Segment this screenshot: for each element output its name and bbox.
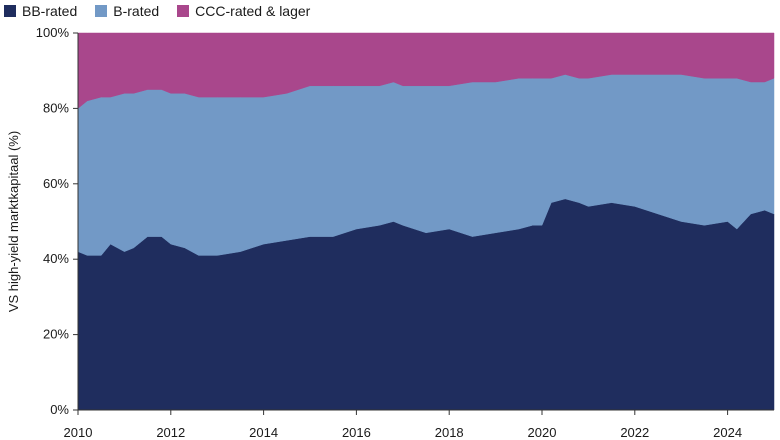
series-area [77,32,775,109]
y-tick-label: 80% [43,100,69,115]
x-tick-label: 2024 [713,425,742,440]
legend-label: B-rated [113,3,160,19]
legend-label: CCC-rated & lager [195,3,311,19]
x-tick-label: 2020 [528,425,557,440]
legend-swatch [4,5,16,17]
y-tick-label: 100% [36,25,70,40]
y-tick-label: 40% [43,251,69,266]
legend-item: BB-rated [4,3,77,19]
x-tick-label: 2010 [64,425,93,440]
legend-swatch [177,5,190,17]
x-tick-label: 2018 [435,425,464,440]
y-tick-label: 60% [43,176,69,191]
legend-label: BB-rated [22,3,78,19]
y-axis-title: VS high-yield marktkapitaal (%) [6,131,21,312]
x-tick-label: 2022 [620,425,649,440]
legend-swatch [95,5,108,17]
y-tick-label: 0% [50,402,69,417]
x-tick-label: 2014 [249,425,278,440]
legend-item: B-rated [95,3,159,19]
x-tick-label: 2016 [342,425,371,440]
x-tick-label: 2012 [156,425,185,440]
legend-item: CCC-rated & lager [177,3,310,19]
chart-legend: BB-rated B-rated CCC-rated & lager [4,3,328,19]
y-tick-label: 20% [43,327,69,342]
